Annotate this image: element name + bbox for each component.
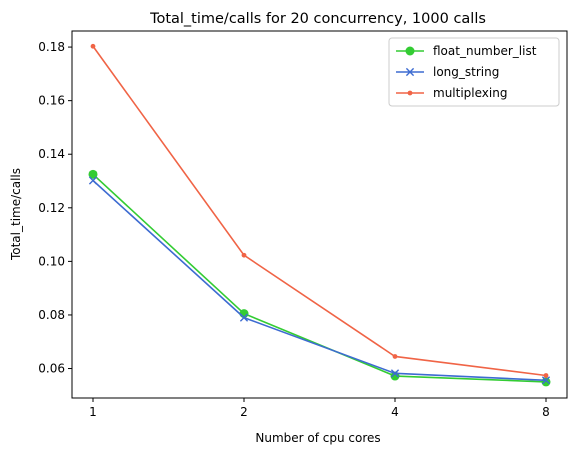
data-point [541,376,551,385]
y-tick-label: 0.16 [38,94,65,108]
x-tick-label: 2 [240,405,248,419]
y-axis-label: Total_time/calls [9,168,23,261]
y-tick-label: 0.18 [38,40,65,54]
x-tick-label: 1 [89,405,97,419]
legend-marker [405,67,415,77]
data-point [390,369,400,378]
legend-label: float_number_list [433,44,537,58]
data-point [241,252,247,258]
legend-marker [407,90,413,96]
legend-box [388,37,560,107]
data-point [543,373,549,378]
legend-label: multiplexing [433,86,507,100]
y-tick-label: 0.06 [38,362,65,376]
series-line [92,179,547,382]
legend-label: long_string [433,65,499,79]
x-axis-label: Number of cpu cores [255,431,380,445]
data-point [90,43,96,49]
plot-area [88,43,551,387]
y-tick-label: 0.08 [38,308,65,322]
data-point [88,169,98,179]
legend-marker [405,46,415,56]
x-tick-label: 4 [391,405,399,419]
data-point [88,176,98,185]
y-tick-label: 0.10 [38,254,65,268]
data-point [392,354,398,359]
data-point [239,313,249,322]
chart-title: Total_time/calls for 20 concurrency, 100… [149,11,486,27]
y-tick-label: 0.14 [38,147,65,161]
plot-frame [71,30,568,399]
series-line [92,45,547,377]
data-point [541,377,551,387]
x-tick-label: 8 [542,405,550,419]
legend: float_number_list long_string multiplexing [388,37,560,107]
y-tick-label: 0.12 [38,201,65,215]
